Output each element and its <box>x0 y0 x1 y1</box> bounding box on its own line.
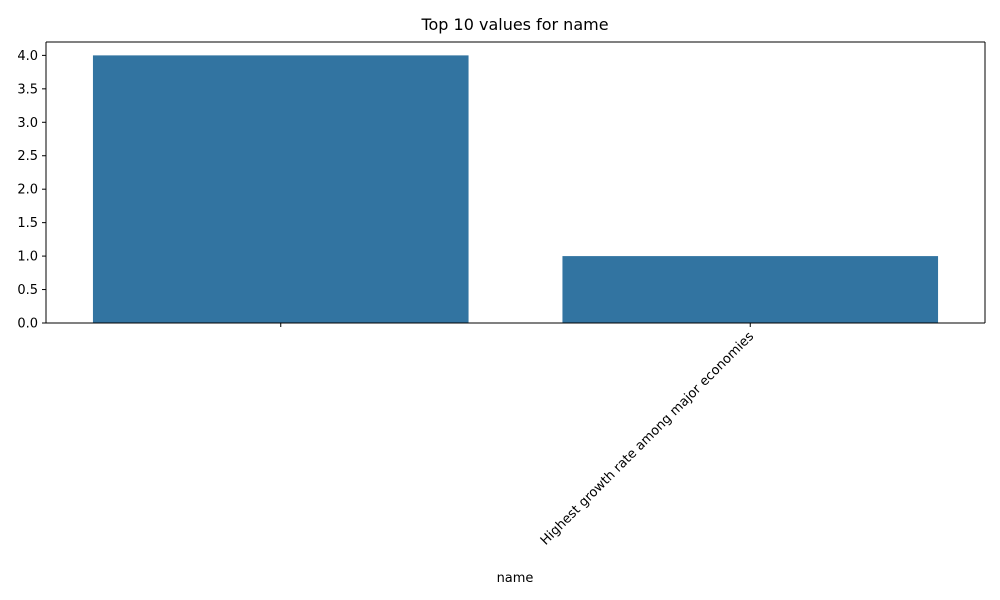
y-tick-label-2: 1.0 <box>17 250 38 265</box>
y-tick-label-1: 0.5 <box>17 283 38 298</box>
y-tick-label-0: 0.0 <box>17 317 38 332</box>
bar-1 <box>562 256 939 323</box>
y-tick-label-8: 4.0 <box>17 49 38 64</box>
y-tick-label-3: 1.5 <box>17 216 38 231</box>
x-tick-label-1: Highest growth rate among major economie… <box>538 329 757 548</box>
y-tick-label-4: 2.0 <box>17 183 38 198</box>
y-tick-label-5: 2.5 <box>17 149 38 164</box>
plot-area: 0.0 0.5 1.0 1.5 2.0 2.5 3.0 3.5 4.0 Highest growt… <box>17 41 986 548</box>
bar-0 <box>92 55 469 323</box>
x-axis-label: name <box>497 571 534 586</box>
y-tick-label-7: 3.5 <box>17 82 38 97</box>
y-tick-label-6: 3.0 <box>17 116 38 131</box>
chart-title: Top 10 values for name <box>420 15 608 34</box>
